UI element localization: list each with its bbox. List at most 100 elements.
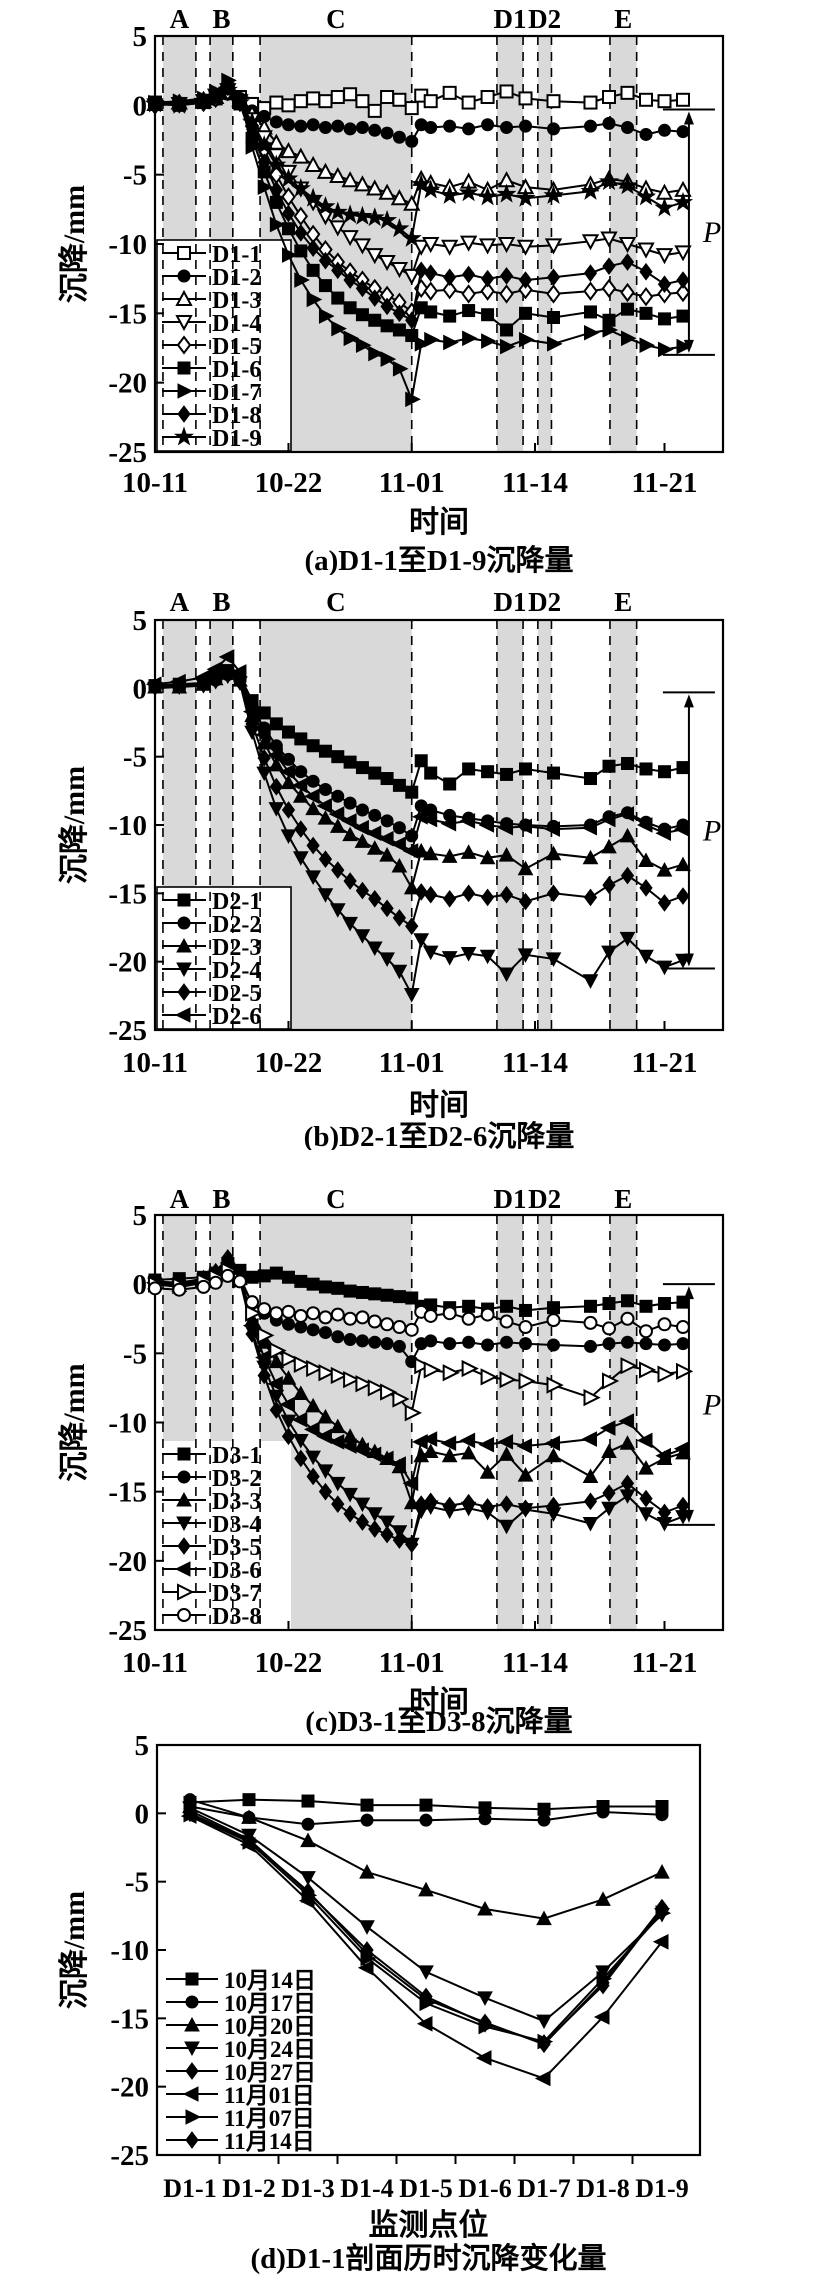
- phase-band-A: [162, 620, 196, 887]
- legend-entry-label: 11月14日: [224, 2129, 315, 2154]
- phase-label-D2: D2: [528, 587, 561, 617]
- y-tick-label: -20: [108, 1546, 147, 1578]
- x-tick-label: 11-14: [502, 1047, 568, 1079]
- y-tick-label: 5: [133, 605, 148, 637]
- series-D2-5: [148, 665, 690, 935]
- phase-label-C: C: [326, 4, 346, 34]
- phase-band-B: [210, 36, 233, 240]
- chart-caption: (a)D1-1至D1-9沉降量: [304, 544, 573, 575]
- phase-label-B: B: [212, 4, 230, 34]
- y-tick-label: -15: [108, 298, 147, 330]
- x-tick-label: 11-21: [631, 467, 697, 499]
- legend-entry-label: D1-5: [212, 334, 261, 360]
- x-tick-label: 11-01: [379, 1047, 445, 1079]
- x-tick-label: 11-21: [631, 1047, 697, 1079]
- y-tick-label: -5: [125, 1867, 149, 1899]
- y-tick-label: -25: [108, 1015, 147, 1047]
- legend-entry-label: D1-1: [212, 242, 261, 268]
- chart-b: 5 0 -5 -10 -15 -20 -25 10-11 10-22 11-01 11-14 11-2…: [0, 575, 835, 1150]
- y-axis: 5 0 -5 -10 -15 -20 -25: [108, 1200, 164, 1647]
- y-tick-label: -10: [110, 1935, 149, 1967]
- y-axis: 5 0 -5 -10 -15 -20 -25: [110, 1735, 166, 2172]
- series-D2-6: [145, 649, 690, 859]
- x-tick-label: 11-21: [631, 1647, 697, 1679]
- x-category-label: D1-7: [517, 2174, 570, 2203]
- legend-entry-label: D2-6: [212, 1004, 261, 1030]
- x-tick-label: 11-01: [379, 467, 445, 499]
- y-axis: 5 0 -5 -10 -15 -20 -25: [108, 21, 164, 469]
- phase-band-A: [162, 1215, 196, 1441]
- series-D3-6: [145, 1258, 690, 1492]
- phase-band-A: [162, 36, 196, 240]
- phase-label-A: A: [170, 4, 190, 34]
- x-category-label: D1-9: [635, 2174, 688, 2203]
- y-tick-label: -10: [108, 810, 147, 842]
- x-category-label: D1-2: [222, 2174, 275, 2203]
- p-range-label: P: [702, 814, 721, 847]
- phase-label-E: E: [614, 1184, 632, 1214]
- phase-band-D2: [537, 1215, 552, 1630]
- x-tick-label: 10-11: [122, 1047, 188, 1079]
- x-tick-label: 11-01: [379, 1647, 445, 1679]
- y-tick-label: -15: [108, 1477, 147, 1509]
- chart-caption: (d)D1-1剖面历时沉降变化量: [250, 2241, 606, 2275]
- series-10月17日: [183, 1793, 669, 1831]
- legend-entry-label: D3-1: [212, 1443, 261, 1469]
- legend-entry-label: D3-3: [212, 1489, 261, 1515]
- legend-entry-label: D1-6: [212, 357, 261, 383]
- y-tick-label: 5: [133, 21, 148, 53]
- phase-label-D2: D2: [528, 1184, 561, 1214]
- phase-label-A: A: [170, 1184, 190, 1214]
- series-D1-8: [148, 78, 690, 330]
- x-category-label: D1-6: [458, 2174, 511, 2203]
- series-11月01日: [180, 1808, 669, 2087]
- legend-entry-label: D2-2: [212, 912, 261, 938]
- series-10月20日: [182, 1798, 670, 1926]
- phase-label-C: C: [326, 587, 346, 617]
- legend-entry-label: D2-4: [212, 958, 261, 984]
- y-tick-label: -20: [110, 2072, 149, 2104]
- x-category-label: D1-4: [340, 2174, 393, 2203]
- legend-entry-label: 10月24日: [224, 2037, 316, 2062]
- legend-entry-label: D2-5: [212, 981, 261, 1007]
- legend-entry-label: D3-8: [212, 1604, 261, 1630]
- x-category-label: D1-8: [576, 2174, 629, 2203]
- legend-entry-label: D1-7: [212, 380, 261, 406]
- series-10月24日: [182, 1801, 670, 2030]
- y-tick-label: 0: [133, 1269, 148, 1301]
- y-tick-label: -20: [108, 368, 147, 400]
- x-axis: D1-1 D1-2 D1-3 D1-4 D1-5 D1-6 D1-7 D1-8 D1-9: [163, 2155, 689, 2203]
- y-tick-label: -15: [108, 878, 147, 910]
- legend-entry-label: D2-1: [212, 889, 261, 915]
- legend-entry-label: 10月20日: [224, 2014, 316, 2039]
- phase-label-D1: D1: [494, 587, 527, 617]
- x-category-label: D1-3: [281, 2174, 334, 2203]
- legend-entry-label: D1-2: [212, 265, 261, 291]
- x-axis-title: 时间: [409, 506, 469, 539]
- legend: D3-1D3-2D3-3D3-4D3-5D3-6D3-7D3-8: [162, 1443, 261, 1630]
- x-tick-label: 10-11: [122, 1647, 188, 1679]
- x-tick-label: 10-22: [255, 1647, 323, 1679]
- x-axis: 10-11 10-22 11-01 11-14 11-21: [122, 443, 698, 499]
- p-range-label: P: [702, 216, 721, 249]
- legend: D2-1D2-2D2-3D2-4D2-5D2-6: [162, 889, 261, 1030]
- phase-label-A: A: [170, 587, 190, 617]
- y-axis-title: 沉降/mm: [58, 766, 91, 884]
- chart-c: 5 0 -5 -10 -15 -20 -25 10-11 10-22 11-01 11-14 11-2…: [0, 1150, 835, 1735]
- phase-label-E: E: [614, 587, 632, 617]
- y-tick-label: -15: [110, 2003, 149, 2035]
- x-category-label: D1-5: [399, 2174, 452, 2203]
- phase-label-D2: D2: [528, 4, 561, 34]
- y-tick-label: -20: [108, 947, 147, 979]
- legend-entry-label: D1-4: [212, 311, 261, 337]
- x-axis-title: 时间: [409, 1686, 469, 1719]
- legend-box: [162, 1966, 374, 2154]
- series-D3-8: [148, 1268, 690, 1339]
- legend-entry-label: D3-5: [212, 1535, 261, 1561]
- legend-entry-label: D3-2: [212, 1466, 261, 1492]
- y-tick-label: -10: [108, 229, 147, 261]
- x-tick-label: 10-11: [122, 467, 188, 499]
- y-axis: 5 0 -5 -10 -15 -20 -25: [108, 605, 164, 1047]
- legend-entry-label: D3-7: [212, 1581, 261, 1607]
